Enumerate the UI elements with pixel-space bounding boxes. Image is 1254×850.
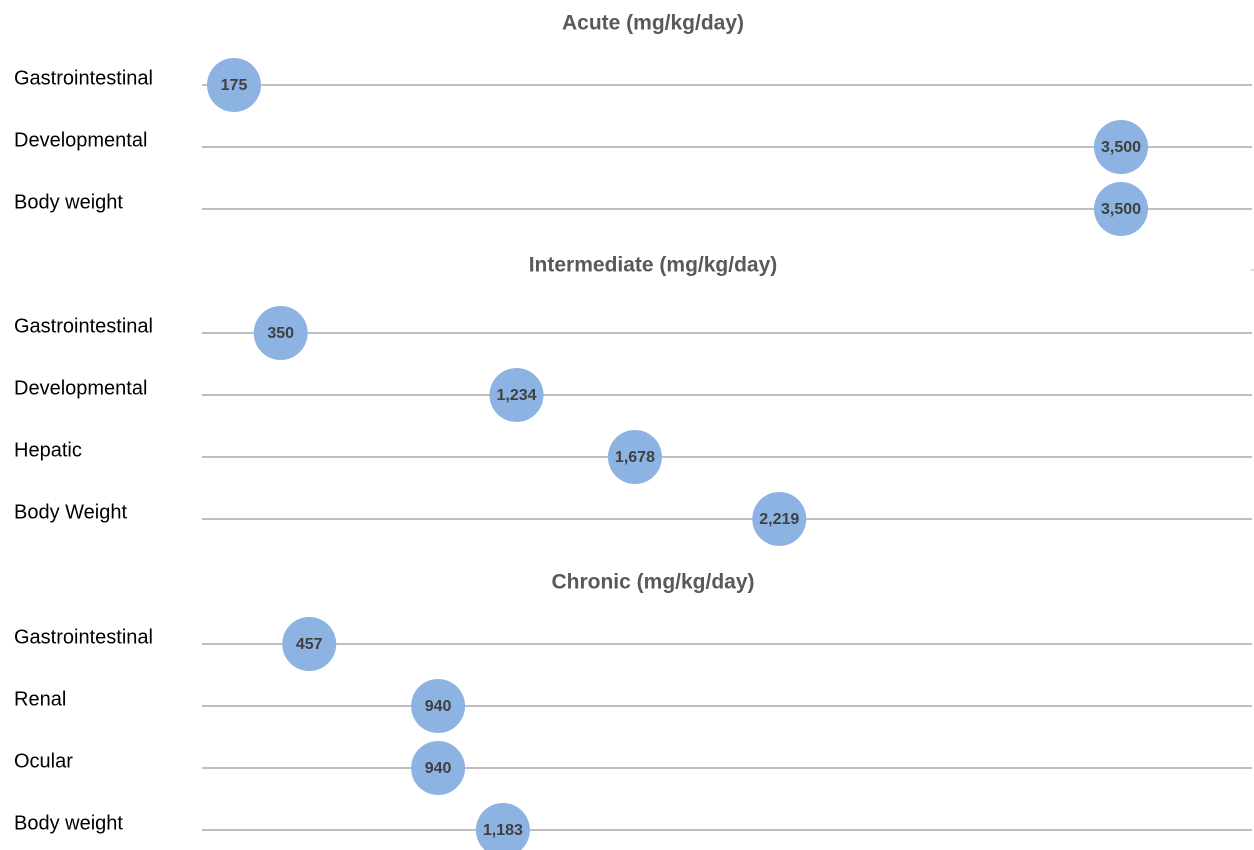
data-label: 3,500 — [1101, 139, 1141, 156]
category-label: Ocular — [14, 750, 73, 772]
data-label: 350 — [267, 325, 294, 342]
panel-2: Chronic (mg/kg/day) Gastrointestinal 457 Re… — [14, 571, 1252, 850]
data-label: 3,500 — [1101, 201, 1141, 218]
panel-title: Intermediate (mg/kg/day) — [529, 254, 778, 277]
data-label: 175 — [221, 77, 248, 94]
data-label: 1,183 — [483, 822, 523, 839]
category-label: Developmental — [14, 129, 147, 151]
panel-0: Acute (mg/kg/day) Gastrointestinal 175 Deve… — [14, 12, 1252, 236]
data-label: 1,234 — [496, 387, 536, 404]
category-label: Body weight — [14, 812, 123, 834]
category-label: Gastrointestinal — [14, 315, 153, 337]
data-label: 940 — [425, 698, 452, 715]
category-label: Gastrointestinal — [14, 626, 153, 648]
category-label: Hepatic — [14, 439, 82, 461]
data-label: 1,678 — [615, 449, 655, 466]
category-label: Renal — [14, 688, 66, 710]
data-label: 940 — [425, 760, 452, 777]
data-label: 2,219 — [759, 511, 799, 528]
panel-title: Chronic (mg/kg/day) — [551, 571, 754, 594]
data-label: 457 — [296, 636, 323, 653]
category-label: Body weight — [14, 191, 123, 213]
panel-1: Intermediate (mg/kg/day) Gastrointestinal… — [14, 254, 1252, 546]
category-label: Body Weight — [14, 501, 127, 523]
category-label: Developmental — [14, 377, 147, 399]
category-label: Gastrointestinal — [14, 67, 153, 89]
panel-title: Acute (mg/kg/day) — [562, 12, 744, 35]
